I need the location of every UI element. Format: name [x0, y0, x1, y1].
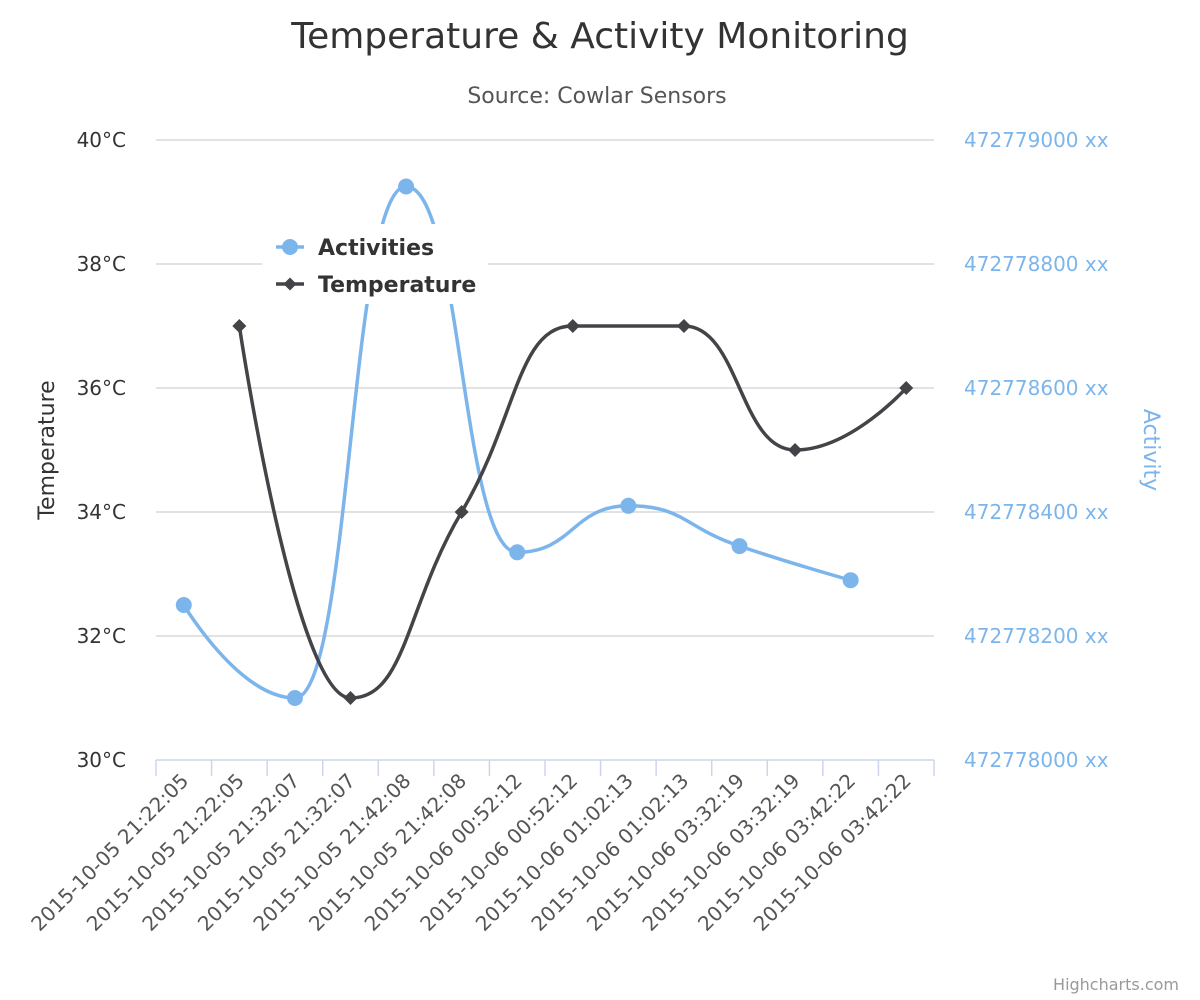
data-point-temperature[interactable] [676, 319, 691, 333]
y-right-tick-label: 472778200 xx [964, 624, 1109, 648]
data-point-temperature[interactable] [565, 319, 580, 333]
data-point-activities[interactable] [286, 690, 303, 706]
series-layer [175, 178, 914, 706]
data-point-activities[interactable] [175, 597, 192, 613]
legend-item-temperature[interactable]: Temperature [276, 273, 476, 298]
data-point-temperature[interactable] [899, 381, 914, 395]
legend-marker [283, 277, 297, 291]
grid-layer [156, 139, 934, 637]
y-axis-left-title: Temperature [35, 380, 60, 520]
legend-item-activities[interactable]: Activities [276, 236, 434, 261]
data-point-temperature[interactable] [454, 505, 469, 519]
legend-label: Temperature [318, 273, 476, 298]
credits-link[interactable]: Highcharts.com [1053, 975, 1179, 994]
y-left-tick-label: 36°C [77, 376, 126, 400]
y-axis-right-title: Activity [1138, 409, 1163, 491]
y-right-tick-label: 472778400 xx [964, 500, 1109, 524]
legend[interactable]: Activities Temperature [262, 224, 488, 304]
y-right-tick-label: 472778600 xx [964, 376, 1109, 400]
chart-title: Temperature & Activity Monitoring [290, 16, 909, 57]
legend-marker [282, 239, 298, 255]
y-right-tick-label: 472778800 xx [964, 252, 1109, 276]
data-point-activities[interactable] [620, 497, 637, 514]
y-left-tick-label: 30°C [77, 748, 126, 772]
y-left-tick-label: 38°C [77, 252, 126, 276]
y-left-tick-label: 34°C [77, 500, 126, 524]
series-line-activities[interactable] [182, 184, 852, 700]
legend-label: Activities [318, 236, 434, 261]
y-right-tick-label: 472779000 xx [964, 128, 1109, 152]
data-point-temperature[interactable] [232, 319, 247, 333]
data-point-temperature[interactable] [343, 691, 358, 705]
chart-subtitle: Source: Cowlar Sensors [467, 84, 726, 109]
data-point-temperature[interactable] [788, 443, 803, 457]
y-left-tick-label: 40°C [77, 128, 126, 152]
data-point-activities[interactable] [842, 572, 859, 589]
y-right-tick-label: 472778000 xx [964, 748, 1109, 772]
y-left-tick-label: 32°C [77, 624, 126, 648]
data-point-activities[interactable] [398, 178, 415, 195]
data-point-activities[interactable] [509, 544, 526, 561]
data-point-activities[interactable] [731, 538, 748, 555]
legend-box [262, 224, 488, 304]
series-line-temperature[interactable] [237, 324, 908, 700]
